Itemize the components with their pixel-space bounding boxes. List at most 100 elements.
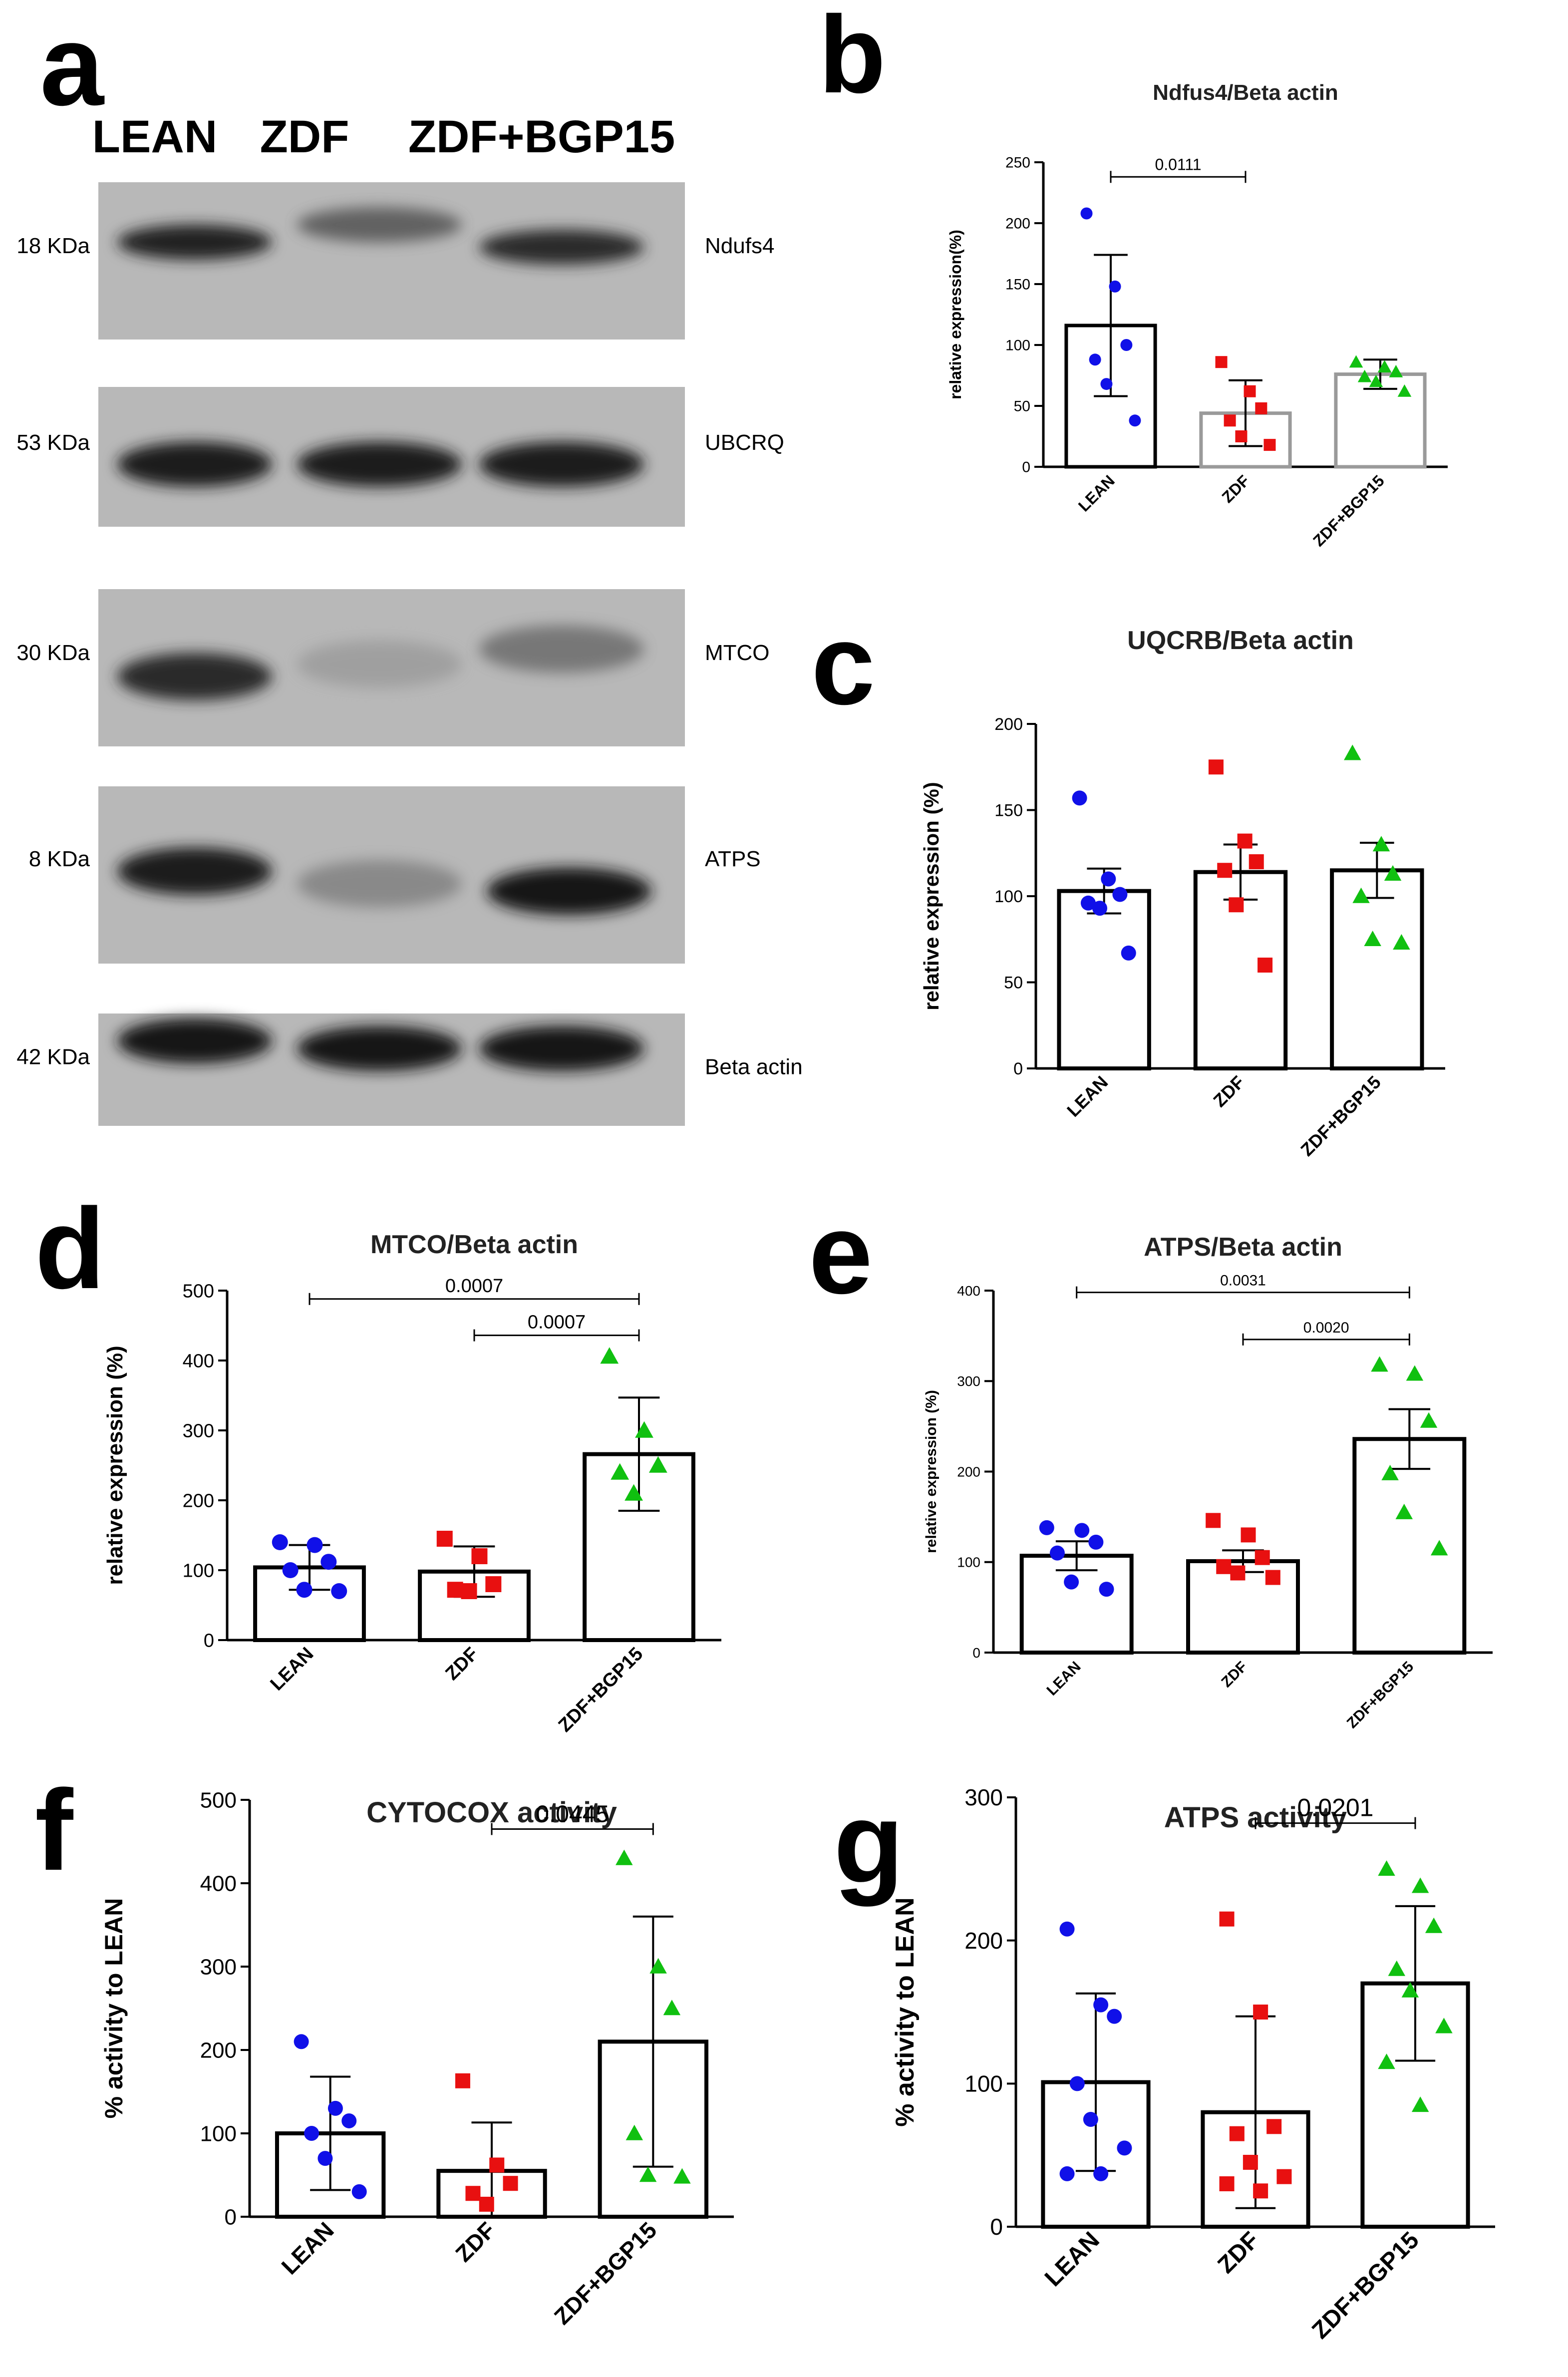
data-point [1243,2155,1258,2170]
bar [1352,1437,1467,1655]
blot-band [297,442,462,487]
x-tick-label: LEAN [267,1644,318,1695]
data-point [1093,2166,1109,2181]
data-point [1401,1982,1419,1998]
x-tick-label: ZDF [1219,471,1253,506]
data-point [479,2196,494,2212]
data-point [663,2000,681,2016]
data-point [1101,871,1116,887]
data-point [648,1456,667,1473]
data-point [1112,887,1128,902]
data-point [625,1484,643,1501]
p-value-label: 0.0201 [1297,1794,1374,1822]
data-point [1276,2169,1292,2184]
data-point [1109,280,1121,293]
data-point [1059,2166,1075,2181]
data-point [1364,931,1381,947]
data-point [673,2168,691,2184]
chart-panel-b: b Ndfus4/Beta actin 0 50 100 150 200 250 relativ… [819,0,1448,550]
blot-band [487,867,651,915]
y-tick-label: 0 [1013,1059,1023,1078]
blot-band [479,625,644,673]
data-point [1089,353,1101,366]
data-point [1393,934,1410,950]
data-point [1430,1540,1448,1556]
y-tick-label: 200 [200,2038,237,2062]
data-point [1253,2183,1268,2199]
x-tick-label: ZDF+BGP15 [555,1644,647,1736]
data-point [1235,430,1248,442]
p-value-label: 0.0445 [536,1801,609,1827]
lane-label: LEAN [92,111,217,162]
chart-title: UQCRB/Beta actin [1127,626,1354,655]
data-point [1107,2009,1122,2024]
data-point [1217,863,1233,878]
data-point [1244,385,1256,397]
chart-title: MTCO/Beta actin [370,1230,578,1259]
bar [1057,889,1151,1071]
data-point [1411,2096,1429,2112]
data-point [1080,895,1096,911]
y-tick-label: 400 [183,1351,214,1371]
panel-letter-g: g [834,1778,904,1907]
panel-letter-e: e [809,1189,873,1318]
y-tick-label: 250 [1005,155,1030,171]
data-point [1357,369,1372,382]
chart-panel-c: c UQCRB/Beta actin 0 50 100 150 200 relative ex… [811,600,1445,1160]
data-point [1397,384,1412,397]
blot-size-label: 30 KDa [16,641,90,665]
data-point [1241,1527,1256,1543]
data-point [1435,2018,1453,2034]
data-point [1229,897,1244,913]
data-point [341,2113,357,2128]
data-point [1088,1534,1104,1550]
blot-band [117,653,272,700]
y-tick-label: 0 [990,2214,1003,2240]
data-point [320,1554,337,1570]
blot-size-label: 18 KDa [16,234,90,258]
x-tick-label: LEAN [1063,1072,1112,1121]
panel-letter-a: a [40,1,105,129]
data-point [1384,865,1402,881]
lane-label: ZDF+BGP15 [408,111,675,162]
x-tick-label: ZDF [450,2217,500,2267]
data-point [1230,1565,1246,1581]
y-axis-label: % activity to LEAN [100,1898,128,2119]
panel-letter-d: d [35,1184,105,1313]
data-point [1253,2005,1268,2020]
data-point [626,2124,643,2140]
blot-protein-label: Ndufs4 [705,234,774,258]
data-point [304,2126,319,2141]
blot-band [117,225,272,260]
data-point [1349,355,1363,368]
data-point [1372,836,1390,852]
x-tick-label: ZDF [1218,1659,1251,1691]
data-point [503,2176,518,2191]
x-tick-label: ZDF+BGP15 [549,2217,662,2330]
data-point [1099,1582,1114,1597]
y-tick-label: 100 [1005,338,1030,354]
blot-band [297,640,462,688]
x-tick-label: ZDF+BGP15 [1296,1072,1385,1160]
y-tick-label: 100 [200,2121,237,2146]
y-tick-label: 300 [964,1784,1003,1810]
y-axis-label: % activity to LEAN [891,1897,920,2126]
data-point [1352,887,1370,903]
data-point [294,2034,309,2049]
y-tick-label: 100 [964,2070,1003,2096]
data-point [1208,759,1224,775]
data-point [1411,1877,1429,1893]
y-tick-label: 0 [1022,459,1030,476]
blot-band [297,860,462,908]
y-tick-label: 500 [183,1281,214,1302]
data-point [1381,1464,1399,1480]
y-tick-label: 100 [183,1560,214,1581]
data-point [447,1582,463,1598]
data-point [1229,2126,1245,2141]
data-point [1378,2053,1395,2069]
data-point [611,1463,629,1480]
blot-protein-label: UBCRQ [705,430,784,455]
data-point [1406,1365,1424,1381]
